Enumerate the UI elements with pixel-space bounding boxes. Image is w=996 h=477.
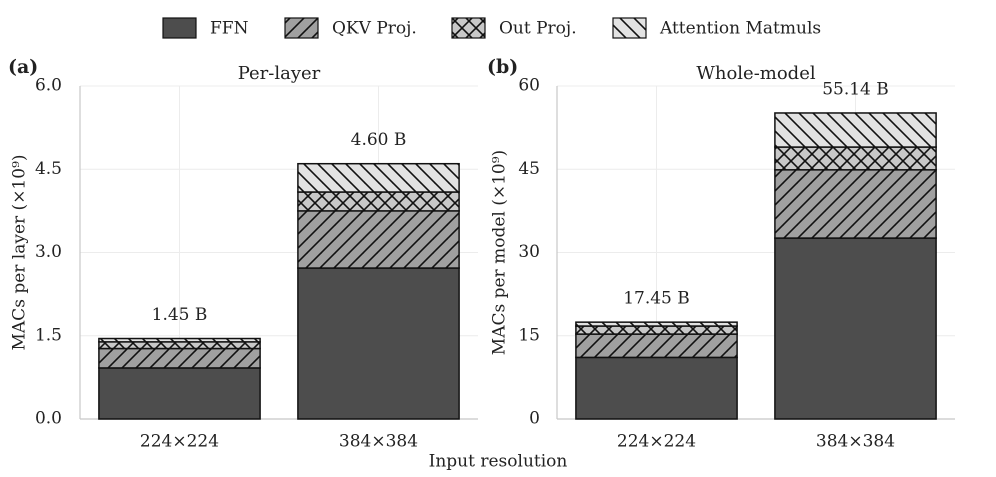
legend-swatch	[284, 17, 319, 39]
y-tick-label: 4.5	[35, 159, 62, 179]
total-label: 17.45 B	[623, 289, 690, 309]
panel-label: (a)	[8, 56, 38, 78]
legend-label: FFN	[210, 19, 249, 39]
bar-segment	[575, 356, 738, 420]
y-tick-label: 0	[529, 409, 540, 429]
bar-segment	[774, 169, 937, 239]
bar-segment	[774, 237, 937, 420]
y-tick-label: 0.0	[35, 409, 62, 429]
x-tick-label: 224×224	[617, 432, 696, 452]
y-tick-label: 1.5	[35, 325, 62, 345]
bar-segment	[297, 191, 460, 212]
legend-label: QKV Proj.	[332, 19, 417, 39]
legend-swatch	[451, 17, 486, 39]
legend-swatch	[612, 17, 647, 39]
y-tick-label: 45	[518, 159, 540, 179]
y-tick-label: 3.0	[35, 242, 62, 262]
legend-label: Out Proj.	[499, 19, 577, 39]
bar-segment	[98, 367, 261, 420]
total-label: 55.14 B	[822, 79, 889, 99]
bar-segment	[774, 146, 937, 171]
y-tick-label: 30	[518, 242, 540, 262]
x-tick-label: 384×384	[339, 432, 418, 452]
y-axis-label: MACs per model (×10⁹)	[490, 150, 510, 355]
bar-segment	[98, 341, 261, 350]
legend-swatch	[162, 17, 197, 39]
panel-label: (b)	[487, 56, 518, 78]
x-axis-label: Input resolution	[429, 452, 568, 472]
x-tick-label: 224×224	[140, 432, 219, 452]
total-label: 4.60 B	[351, 130, 407, 150]
bar-segment	[575, 333, 738, 359]
subplot-title: Per-layer	[238, 63, 321, 84]
legend-label: Attention Matmuls	[659, 19, 821, 39]
bar-segment	[98, 347, 261, 369]
bar-segment	[575, 325, 738, 335]
bar-segment	[774, 112, 937, 148]
x-tick-label: 384×384	[816, 432, 895, 452]
y-tick-label: 6.0	[35, 76, 62, 96]
bar-segment	[297, 162, 460, 193]
y-axis-label: MACs per layer (×10⁹)	[10, 154, 30, 350]
total-label: 1.45 B	[152, 305, 208, 325]
bar-segment	[575, 321, 738, 327]
bar-segment	[297, 267, 460, 420]
y-tick-label: 15	[518, 325, 540, 345]
y-tick-label: 60	[518, 76, 540, 96]
bar-segment	[98, 337, 261, 343]
bar-segment	[297, 210, 460, 269]
subplot-title: Whole-model	[696, 63, 816, 84]
